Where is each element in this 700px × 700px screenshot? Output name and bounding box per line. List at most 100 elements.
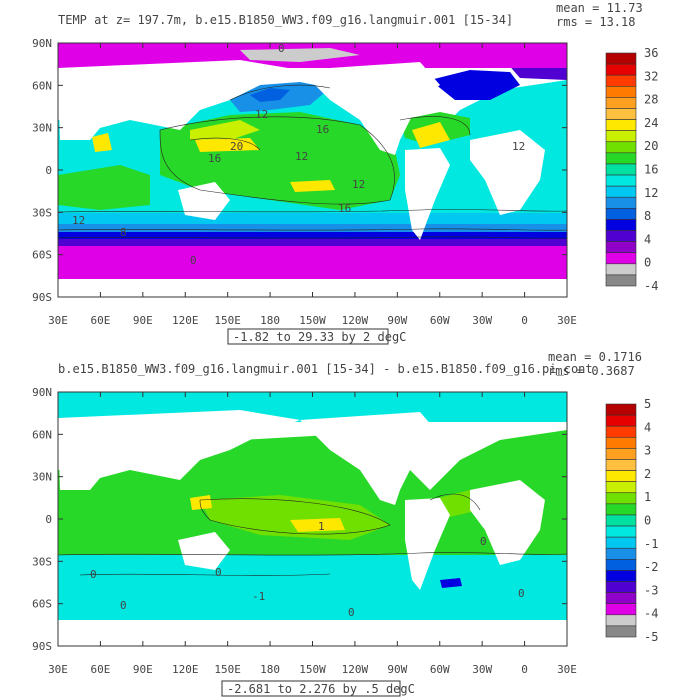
colorbar-swatch	[605, 119, 637, 131]
lon-tick-label: 90E	[133, 663, 153, 676]
p1-contours	[58, 84, 567, 239]
colorbar-label: -2	[644, 560, 658, 574]
panel-1: TEMP at z= 197.7m, b.e15.B1850_WW3.f09_g…	[32, 1, 658, 345]
colorbar-swatch	[605, 263, 637, 276]
colorbar-swatch	[605, 130, 637, 143]
p2-contour-label: 0	[348, 606, 355, 619]
lon-tick-label: 120W	[342, 663, 369, 676]
panel-2: b.e15.B1850_WW3.f09_g16.langmuir.001 [15…	[32, 350, 658, 697]
panel-1-map	[58, 43, 567, 297]
p2-contour-label: -1	[252, 590, 265, 603]
panel-1-range-box	[227, 328, 389, 345]
colorbar-swatch	[605, 525, 637, 538]
colorbar-label: 24	[644, 116, 658, 130]
p1-pacific-yellowgreen	[190, 120, 260, 140]
p1-contour-label: 20	[230, 140, 243, 153]
colorbar-swatch	[605, 503, 637, 516]
panel-2-map	[58, 392, 567, 646]
colorbar-swatch	[605, 448, 637, 460]
p2-contour-label: 0	[215, 566, 222, 579]
colorbar-swatch	[605, 625, 637, 638]
p2-south-america	[405, 498, 450, 590]
p2-contour-label: 0	[90, 568, 97, 581]
lat-tick-label: 0	[45, 513, 52, 526]
p1-arctic-ice	[240, 48, 360, 62]
colorbar-swatch	[605, 403, 637, 416]
p1-contour-label: 16	[316, 123, 329, 136]
p1-eurasia	[58, 60, 300, 140]
colorbar-swatch	[605, 559, 637, 571]
colorbar-label: 3	[644, 444, 651, 458]
panel-2-colorbar: 5 4 3 2 1 0 -1 -2 -3 -4 -5	[605, 397, 658, 644]
lon-tick-label: 30E	[557, 663, 577, 676]
p1-pacific-yellow	[195, 138, 260, 152]
colorbar-swatch	[605, 141, 637, 154]
colorbar-label: 2	[644, 467, 651, 481]
lon-tick-label: 0	[521, 314, 528, 327]
colorbar-swatch	[605, 514, 637, 527]
colorbar-swatch	[605, 425, 637, 438]
colorbar-swatch	[605, 174, 637, 187]
colorbar-swatch	[605, 414, 637, 427]
colorbar-swatch	[605, 219, 637, 231]
lat-tick-label: 30S	[32, 206, 52, 219]
lon-tick-label: 150W	[299, 663, 326, 676]
lon-tick-label: 120E	[172, 314, 199, 327]
colorbar-swatch	[605, 63, 637, 76]
p1-contour-label: 0	[190, 254, 197, 267]
panel-1-range-label: -1.82 to 29.33 by 2 degC	[233, 330, 406, 344]
colorbar-swatch	[605, 241, 637, 254]
colorbar-swatch	[605, 52, 637, 65]
lat-tick-label: 60N	[32, 79, 52, 92]
p2-africa	[470, 480, 545, 565]
panel-1-mean: mean = 11.73	[556, 1, 643, 15]
p1-north-pacific-deep	[250, 88, 290, 102]
colorbar-swatch	[605, 208, 637, 220]
p1-south-pacific-yellow	[290, 180, 335, 192]
colorbar-swatch	[605, 470, 637, 482]
p1-band-mid-blue	[58, 222, 567, 232]
lat-tick-label: 60S	[32, 598, 52, 611]
p1-contour-label: 16	[208, 152, 221, 165]
p1-africa	[470, 130, 545, 215]
lon-tick-label: 180	[260, 314, 280, 327]
colorbar-label: -4	[644, 607, 658, 621]
colorbar-label: 5	[644, 397, 651, 411]
p2-contour-label: 0	[518, 587, 525, 600]
colorbar-swatch	[605, 592, 637, 605]
p1-band-light-blue	[58, 213, 567, 224]
p1-band-blue	[58, 230, 567, 239]
panel-1-rms: rms = 13.18	[556, 15, 635, 29]
colorbar-swatch	[605, 97, 637, 109]
colorbar-label: 12	[644, 186, 658, 200]
lat-tick-label: 30N	[32, 122, 52, 135]
p2-australia	[178, 532, 230, 570]
p1-contour-label: 12	[352, 178, 365, 191]
p1-arabian-yellow	[92, 133, 112, 152]
p1-australia	[178, 182, 230, 220]
p1-indian-green	[58, 165, 150, 210]
lat-tick-label: 90S	[32, 640, 52, 653]
p2-contour-label: 0	[480, 535, 487, 548]
p1-contour-label: 12	[72, 214, 85, 227]
p2-contour-label: 1	[318, 520, 325, 533]
p1-south-america	[405, 148, 450, 240]
p1-contour-label: 16	[338, 202, 351, 215]
p1-contour-label: 12	[512, 140, 525, 153]
colorbar-label: 32	[644, 69, 658, 83]
lat-tick-label: 90S	[32, 291, 52, 304]
lon-tick-label: 30E	[48, 663, 68, 676]
colorbar-swatch	[605, 152, 637, 165]
lon-tick-label: 60E	[90, 314, 110, 327]
colorbar-swatch	[605, 436, 637, 449]
lon-tick-label: 150E	[214, 663, 241, 676]
colorbar-swatch	[605, 274, 637, 287]
colorbar-swatch	[605, 547, 637, 560]
colorbar-swatch	[605, 185, 637, 198]
lon-tick-label: 30W	[472, 663, 492, 676]
lon-tick-label: 30E	[48, 314, 68, 327]
colorbar-swatch	[605, 74, 637, 87]
colorbar-label: -1	[644, 537, 658, 551]
panel-2-range-label: -2.681 to 2.276 by .5 degC	[227, 682, 415, 696]
